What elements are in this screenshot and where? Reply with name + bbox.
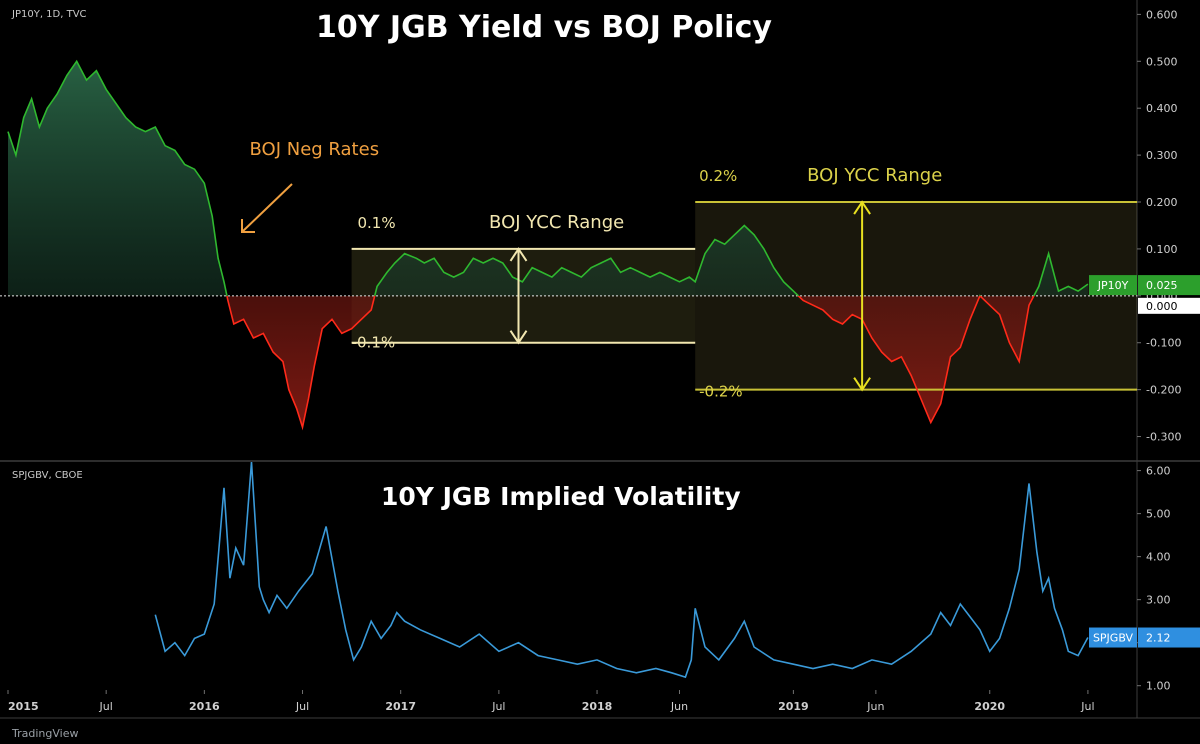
boj-ycc-range-2016-label: BOJ YCC Range: [489, 212, 624, 233]
yield-axis-tick-label: 0.200: [1146, 196, 1178, 209]
time-axis-tick-label: 2016: [189, 700, 220, 713]
spjgbv-last-tag-name-box: [1089, 627, 1137, 648]
yield-line-negative: [226, 295, 1035, 431]
neg-rates-arrow-head: [241, 219, 255, 233]
bottom-chart-title: 10Y JGB Implied Volatility: [381, 482, 741, 511]
ycc-2018-range-arrow: [853, 200, 871, 392]
time-axis-tick-label: Jun: [670, 700, 688, 713]
yield-area-positive: [8, 61, 1088, 296]
yield-area-negative: [8, 295, 1088, 428]
vol-axis-tick-label: 5.00: [1146, 508, 1171, 521]
yield-axis-tick-label: -0.200: [1146, 384, 1181, 397]
spjgbv-last-tag-value: 2.12: [1146, 632, 1171, 645]
jp10y-last-tag-value: 0.025: [1146, 279, 1178, 292]
boj-ycc-range-2018-label: BOJ YCC Range: [807, 165, 942, 186]
neg-rates-arrow: [241, 183, 293, 233]
yield-axis-tick-label: -0.300: [1146, 431, 1181, 444]
tradingview-brand: TradingView: [12, 727, 79, 740]
yield-axis-tick-label: 0.100: [1146, 243, 1178, 256]
ycc-2016-range-arrow: [509, 247, 528, 345]
vol-axis-tick-label: 3.00: [1146, 594, 1171, 607]
spjgbv-last-tag-value-box: [1138, 627, 1200, 648]
ycc-2018-range-arrow-head-bottom: [853, 377, 871, 392]
ycc-2018-range-arrow-head-top: [853, 200, 871, 215]
ycc-2016-range-arrow-head-bottom: [509, 330, 528, 345]
ycc-upper-0.1-label: 0.1%: [357, 214, 395, 232]
neg-rates-arrow-shaft: [241, 183, 293, 233]
ycc-upper-0.2-label: 0.2%: [699, 167, 737, 185]
time-axis-tick-label: Jul: [1080, 700, 1094, 713]
jp10y-last-tag-name: JP10Y: [1097, 279, 1129, 292]
yield-axis-tick-label: 0.600: [1146, 8, 1178, 21]
yield-line-positive: [7, 59, 1089, 296]
jp10y-last-tag-value-box: [1138, 275, 1200, 296]
boj-neg-rates-label: BOJ Neg Rates: [250, 139, 380, 160]
yield-axis-tick-label: 0.500: [1146, 55, 1178, 68]
time-axis-tick-label: 2017: [385, 700, 416, 713]
vol-axis-tick-label: 1.00: [1146, 680, 1171, 693]
vol-axis-tick-label: 6.00: [1146, 465, 1171, 478]
time-axis-tick-label: 2018: [582, 700, 613, 713]
vol-axis-tick-label: 4.00: [1146, 551, 1171, 564]
ycc-lower-0.1-label: -0.1%: [352, 333, 396, 351]
time-axis-tick-label: 2020: [974, 700, 1005, 713]
time-axis-tick-label: Jul: [295, 700, 309, 713]
zero-value-text: 0.000: [1146, 300, 1178, 313]
ycc-2016-range-arrow-head-top: [509, 247, 528, 262]
bottom-symbol-label: SPJGBV, CBOE: [12, 470, 83, 481]
spjgbv-last-tag-name: SPJGBV: [1093, 632, 1134, 645]
time-axis-tick-label: Jul: [99, 700, 113, 713]
time-axis-tick-label: 2019: [778, 700, 809, 713]
zero-value-box: [1138, 297, 1200, 314]
time-axis-tick-label: Jun: [866, 700, 884, 713]
yield-axis-tick-label: -0.100: [1146, 337, 1181, 350]
yield-axis-tick-label: 0.400: [1146, 102, 1178, 115]
top-chart-title: 10Y JGB Yield vs BOJ Policy: [316, 10, 772, 45]
top-symbol-label: JP10Y, 1D, TVC: [12, 9, 87, 20]
time-axis-tick-label: Jul: [491, 700, 505, 713]
volatility-line: [154, 461, 1089, 679]
ycc-lower-0.2-label: -0.2%: [699, 383, 743, 401]
time-axis-tick-label: 2015: [8, 700, 39, 713]
yield-axis-tick-label: 0.300: [1146, 149, 1178, 162]
jp10y-last-tag-name-box: [1089, 275, 1137, 296]
